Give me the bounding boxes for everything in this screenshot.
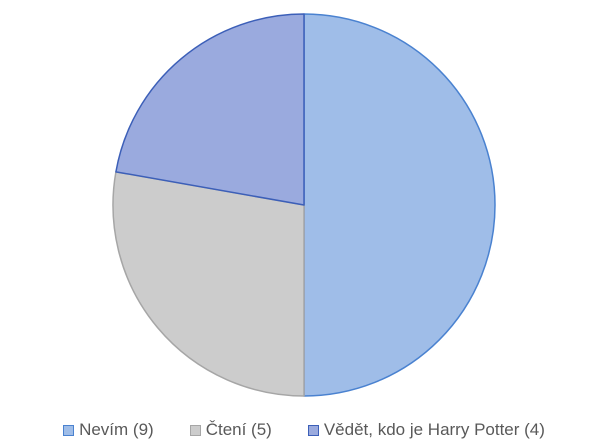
legend-item-cteni: Čtení (5) [190, 420, 272, 440]
legend: Nevím (9) Čtení (5) Vědět, kdo je Harry … [0, 420, 608, 440]
legend-swatch-nevim [63, 425, 74, 436]
legend-swatch-cteni [190, 425, 201, 436]
legend-label-vedet: Vědět, kdo je Harry Potter (4) [324, 420, 545, 440]
legend-label-nevim: Nevím (9) [79, 420, 154, 440]
legend-item-nevim: Nevím (9) [63, 420, 154, 440]
legend-label-cteni: Čtení (5) [206, 420, 272, 440]
legend-item-vedet: Vědět, kdo je Harry Potter (4) [308, 420, 545, 440]
pie-slice-vedet [116, 14, 304, 205]
pie-slices [113, 14, 495, 396]
pie-slice-cteni [113, 172, 304, 396]
pie-slice-nevim [304, 14, 495, 396]
legend-swatch-vedet [308, 425, 319, 436]
